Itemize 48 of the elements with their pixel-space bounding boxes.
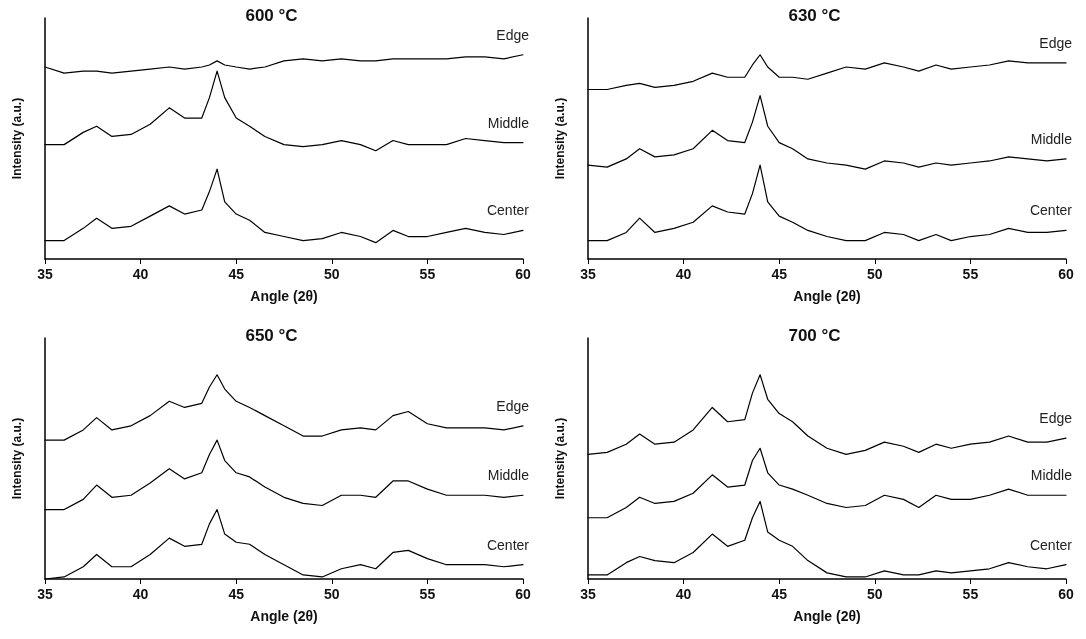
x-tick-label: 40 <box>675 586 692 602</box>
chart-title: 630 °C <box>788 6 841 25</box>
chart-title: 600 °C <box>245 6 298 25</box>
x-tick-label: 50 <box>867 586 883 602</box>
x-tick-label: 55 <box>419 266 436 282</box>
series-label: Edge <box>1039 410 1073 427</box>
x-tick-label: 35 <box>37 586 53 602</box>
x-tick-label: 60 <box>1058 266 1074 282</box>
series-label: Center <box>1029 536 1073 553</box>
y-axis-title: Intensity (a.u.) <box>10 97 24 180</box>
x-tick-label: 60 <box>515 266 531 282</box>
y-axis-title: Intensity (a.u.) <box>553 97 567 180</box>
x-tick-label: 40 <box>132 586 149 602</box>
series-label: Middle <box>1030 130 1073 147</box>
series-label: Center <box>486 536 530 553</box>
series-label: Edge <box>496 26 530 43</box>
x-axis-title: Angle (2θ) <box>793 608 861 624</box>
y-axis-title: Intensity (a.u.) <box>10 417 24 500</box>
x-tick-label: 55 <box>962 266 979 282</box>
x-tick-label: 35 <box>580 266 596 282</box>
y-axis-title: Intensity (a.u.) <box>553 417 567 500</box>
series-label: Edge <box>1039 34 1073 51</box>
chart-title: 700 °C <box>788 326 841 345</box>
x-tick-label: 60 <box>515 586 531 602</box>
series-label: Middle <box>487 114 530 131</box>
x-axis-title: Angle (2θ) <box>250 608 318 624</box>
series-label: Middle <box>1030 467 1073 484</box>
x-tick-label: 60 <box>1058 586 1074 602</box>
chart-title: 650 °C <box>245 326 298 345</box>
x-tick-label: 45 <box>228 266 245 282</box>
series-label: Center <box>1029 202 1073 219</box>
x-tick-label: 50 <box>324 586 340 602</box>
series-label: Middle <box>487 467 530 484</box>
series-label: Edge <box>496 397 530 414</box>
x-tick-label: 55 <box>419 586 436 602</box>
x-tick-label: 45 <box>771 266 788 282</box>
series-label: Center <box>486 202 530 219</box>
x-tick-label: 45 <box>228 586 245 602</box>
x-tick-label: 40 <box>132 266 149 282</box>
x-tick-label: 45 <box>771 586 788 602</box>
x-tick-label: 40 <box>675 266 692 282</box>
x-tick-label: 35 <box>37 266 53 282</box>
x-tick-label: 35 <box>580 586 596 602</box>
x-tick-label: 55 <box>962 586 979 602</box>
x-axis-title: Angle (2θ) <box>250 288 318 304</box>
x-axis-title: Angle (2θ) <box>793 288 861 304</box>
x-tick-label: 50 <box>867 266 883 282</box>
x-tick-label: 50 <box>324 266 340 282</box>
